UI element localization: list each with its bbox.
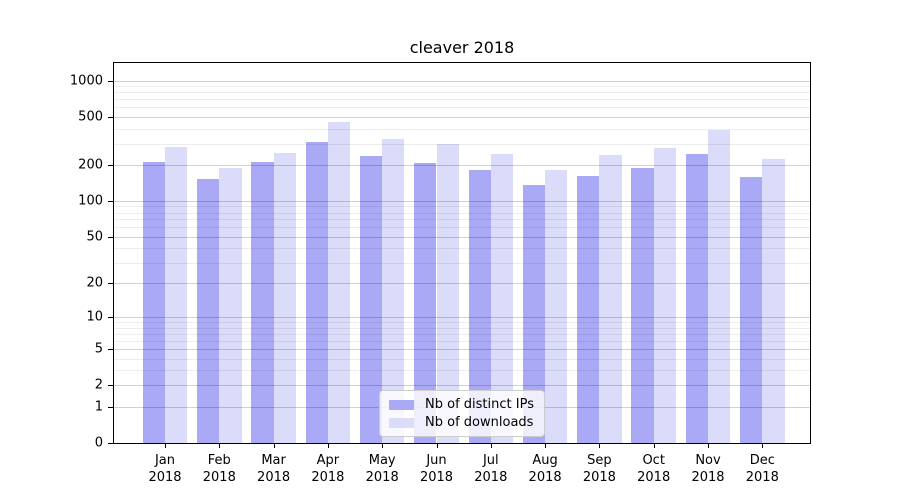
y-tick-mark (108, 116, 113, 118)
x-tick-mark (273, 444, 275, 448)
bar-nb-of-downloads-mar-2018 (273, 153, 296, 443)
x-tick-label: Apr 2018 (311, 453, 345, 485)
x-tick-label: Nov 2018 (691, 453, 725, 485)
bar-nb-of-distinct-ips-aug-2018 (522, 184, 546, 443)
bar-nb-of-downloads-nov-2018 (708, 130, 731, 443)
bar-nb-of-distinct-ips-oct-2018 (631, 168, 654, 443)
x-tick-label: Jul 2018 (474, 453, 508, 485)
x-tick-label: Aug 2018 (528, 453, 562, 485)
y-tick-mark (108, 200, 113, 202)
y-tick-label: 10 (86, 309, 103, 325)
y-tick-mark (108, 406, 113, 408)
x-tick-mark (219, 444, 221, 448)
y-tick-mark (108, 164, 113, 166)
bar-nb-of-downloads-jul-2018 (490, 154, 514, 443)
bar-nb-of-downloads-feb-2018 (219, 167, 242, 443)
legend-label-distinct-ips: Nb of distinct IPs (425, 397, 534, 412)
x-tick-label: May 2018 (365, 453, 399, 485)
bar-nb-of-distinct-ips-may-2018 (359, 156, 383, 443)
x-tick-label: Feb 2018 (202, 453, 236, 485)
x-tick-mark (653, 444, 655, 448)
gridline-minor (114, 92, 810, 94)
gridline-minor (114, 86, 810, 88)
gridline-minor (114, 99, 810, 101)
bar-nb-of-distinct-ips-jul-2018 (468, 169, 491, 443)
gridline-major (114, 80, 810, 82)
y-tick-label: 1000 (69, 73, 103, 89)
legend-entry-downloads: Nb of downloads (389, 415, 534, 430)
x-tick-mark (599, 444, 601, 448)
bar-nb-of-distinct-ips-jun-2018 (414, 163, 437, 443)
x-tick-mark (490, 444, 492, 448)
x-tick-label: Dec 2018 (745, 453, 779, 485)
legend-label-downloads: Nb of downloads (425, 415, 534, 430)
x-tick-label: Oct 2018 (637, 453, 671, 485)
plot-area: 0 1 2 5 10 20 50 100 200 500 1000 Jan 2018 Feb 2018 Ma… (70, 62, 811, 485)
y-tick-mark (108, 349, 113, 350)
y-tick-mark (108, 385, 113, 387)
bar-nb-of-downloads-aug-2018 (545, 169, 568, 443)
legend: Nb of distinct IPs Nb of downloads (379, 390, 545, 437)
bar-nb-of-downloads-sep-2018 (599, 154, 622, 443)
x-tick-label: Mar 2018 (257, 453, 291, 485)
bar-nb-of-downloads-may-2018 (382, 139, 405, 443)
y-tick-label: 50 (86, 229, 103, 245)
chart-title: cleaver 2018 (409, 38, 515, 57)
gridline-major (114, 116, 810, 118)
x-tick-mark (436, 444, 438, 448)
bar-nb-of-distinct-ips-mar-2018 (251, 161, 274, 443)
gridline-minor (114, 128, 810, 130)
y-tick-label: 100 (78, 193, 103, 209)
y-tick-mark (108, 283, 113, 285)
y-tick-label: 200 (78, 157, 103, 173)
x-tick-label: Jan 2018 (148, 453, 182, 485)
y-tick-mark (108, 236, 113, 238)
x-tick-mark (545, 444, 547, 448)
y-tick-label: 20 (86, 275, 103, 291)
bar-nb-of-distinct-ips-jan-2018 (142, 161, 165, 443)
x-tick-mark (382, 444, 384, 448)
bar-nb-of-downloads-jan-2018 (165, 147, 188, 443)
bar-nb-of-distinct-ips-apr-2018 (305, 141, 328, 443)
legend-swatch-distinct-ips (389, 399, 415, 410)
y-tick-mark (108, 317, 113, 319)
y-tick-label: 0 (94, 435, 103, 451)
gridline-minor (114, 143, 810, 145)
bar-nb-of-distinct-ips-nov-2018 (685, 154, 708, 443)
bar-nb-of-downloads-oct-2018 (653, 148, 676, 443)
gridline-minor (114, 107, 810, 109)
bar-nb-of-distinct-ips-dec-2018 (740, 176, 763, 443)
x-tick-mark (708, 444, 709, 448)
y-tick-label: 1 (94, 399, 103, 415)
bar-nb-of-downloads-apr-2018 (327, 122, 351, 443)
x-tick-mark (165, 444, 166, 448)
y-tick-label: 5 (94, 341, 103, 357)
bar-nb-of-downloads-jun-2018 (436, 143, 459, 443)
x-tick-label: Jun 2018 (419, 453, 454, 485)
x-tick-mark (327, 444, 329, 448)
legend-entry-distinct-ips: Nb of distinct IPs (389, 397, 534, 412)
x-tick-mark (762, 444, 764, 448)
y-tick-label: 2 (94, 377, 103, 393)
y-tick-mark (108, 80, 113, 82)
bar-nb-of-distinct-ips-sep-2018 (577, 176, 600, 443)
legend-swatch-downloads (389, 417, 415, 428)
bar-nb-of-distinct-ips-feb-2018 (197, 178, 220, 443)
bar-nb-of-downloads-dec-2018 (762, 158, 785, 443)
y-tick-mark (108, 443, 113, 444)
y-tick-label: 500 (78, 109, 103, 125)
x-tick-label: Sep 2018 (582, 453, 616, 485)
